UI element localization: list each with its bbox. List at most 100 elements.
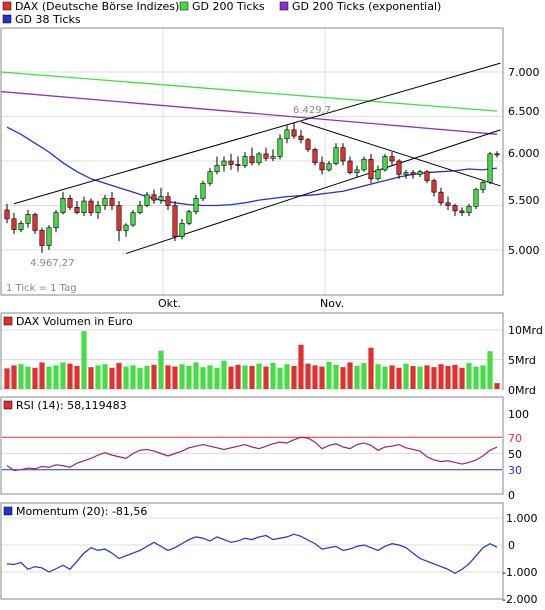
volume-bar (312, 365, 318, 389)
overlay-line-0 (0, 71, 498, 112)
candle-body (32, 214, 38, 231)
legend-label-gd38: GD 38 Ticks (15, 13, 81, 26)
candle-body (123, 224, 129, 231)
volume-bar (32, 367, 38, 389)
rsi-title-swatch (3, 400, 13, 410)
volume-bar (270, 363, 276, 389)
volume-bar (228, 366, 234, 389)
candle-body (130, 212, 136, 226)
volume-bar (340, 367, 346, 389)
volume-bar (424, 365, 430, 389)
momentum-title: Momentum (20): -81,56 (16, 505, 147, 518)
momentum-ytick-1000: 1.000 (506, 512, 538, 525)
volume-bar (368, 347, 374, 389)
candle-body (172, 205, 178, 237)
volume-bar (95, 365, 101, 389)
candle-body (39, 230, 45, 246)
volume-bar (361, 363, 367, 389)
volume-bar (158, 350, 164, 389)
candle-body (53, 212, 59, 229)
x-label-okt: Okt. (158, 297, 181, 310)
candle-body (18, 223, 24, 230)
rsi-ytick-50: 50 (508, 448, 522, 461)
volume-bar (333, 364, 339, 389)
rsi-title: RSI (14): 58,119483 (16, 399, 127, 412)
low-annotation: 4.967,27 (30, 258, 75, 269)
candle-body (403, 172, 409, 175)
volume-bar (116, 363, 122, 389)
rsi-ytick-30: 30 (508, 464, 522, 477)
legend-label-gd200: GD 200 Ticks (192, 0, 265, 13)
candle-body (438, 191, 444, 204)
price-ytick-7000: 7.000 (508, 66, 540, 79)
overlay-line-1 (0, 90, 498, 135)
volume-bar (487, 351, 493, 389)
candle-body (249, 156, 255, 164)
candle-body (151, 194, 157, 201)
volume-bar (284, 364, 290, 389)
candle-body (109, 198, 115, 206)
candle-body (186, 211, 192, 224)
candle-body (494, 153, 500, 156)
volume-title: DAX Volumen in Euro (16, 315, 133, 328)
price-panel: 7.000 6.500 6.000 5.500 5.000 6.429,7 4.… (0, 27, 540, 296)
candle-body (165, 196, 171, 206)
legend: DAX (Deutsche Börse Indizes) GD 200 Tick… (2, 0, 441, 26)
candle-body (277, 138, 283, 157)
volume-ytick-10: 10Mrd (508, 324, 543, 337)
legend-label-dax: DAX (Deutsche Börse Indizes) (15, 0, 179, 13)
momentum-series-line (6, 533, 498, 575)
candle-body (466, 206, 472, 213)
volume-bar (235, 364, 241, 389)
candle-body (382, 156, 388, 171)
volume-bar (137, 367, 143, 389)
candle-body (291, 129, 297, 137)
volume-bar (39, 362, 45, 389)
candle-body (368, 158, 374, 180)
volume-bar (417, 366, 423, 389)
candle-body (284, 129, 290, 140)
volume-ytick-5: 5Mrd (508, 354, 536, 367)
volume-bar (151, 364, 157, 389)
candle-body (487, 153, 493, 183)
volume-bar (207, 365, 213, 389)
volume-bar (382, 366, 388, 389)
candle-body (326, 163, 332, 171)
candle-body (242, 156, 248, 166)
volume-bar (109, 367, 115, 389)
candle-body (4, 209, 10, 220)
volume-bar (410, 365, 416, 389)
candle-body (347, 160, 353, 173)
candle-body (200, 182, 206, 199)
candle-body (312, 149, 318, 164)
momentum-panel: Momentum (20): -81,56 1.000 0 -1.000 -2.… (0, 502, 538, 606)
candle-body (228, 160, 234, 165)
tick-note: 1 Tick = 1 Tag (6, 283, 77, 294)
rsi-ytick-100: 100 (508, 408, 529, 421)
volume-bar (305, 363, 311, 389)
candle-body (11, 218, 17, 230)
candle-body (333, 147, 339, 164)
candle-body (60, 198, 66, 213)
rsi-panel-frame (0, 396, 504, 495)
volume-bar (319, 366, 325, 389)
legend-label-gd200exp: GD 200 Ticks (exponential) (292, 0, 441, 13)
volume-bar (123, 366, 129, 389)
legend-swatch-dax (2, 1, 12, 11)
trendline-2 (300, 121, 501, 187)
candle-body (459, 210, 465, 213)
rsi-panel: RSI (14): 58,119483 100 70 50 30 0 (0, 396, 529, 502)
volume-bar (445, 365, 451, 389)
candle-body (102, 198, 108, 206)
volume-bar (389, 365, 395, 389)
price-ytick-5500: 5.500 (508, 194, 540, 207)
momentum-ytick-minus2000: -2.000 (502, 593, 537, 606)
volume-bar (298, 344, 304, 389)
volume-panel: DAX Volumen in Euro 10Mrd 5Mrd 0Mrd (0, 312, 543, 397)
legend-swatch-gd200 (179, 1, 189, 11)
candle-body (473, 189, 479, 207)
price-ytick-5000: 5.000 (508, 244, 540, 257)
volume-bar (221, 360, 227, 389)
volume-bar (74, 365, 80, 389)
